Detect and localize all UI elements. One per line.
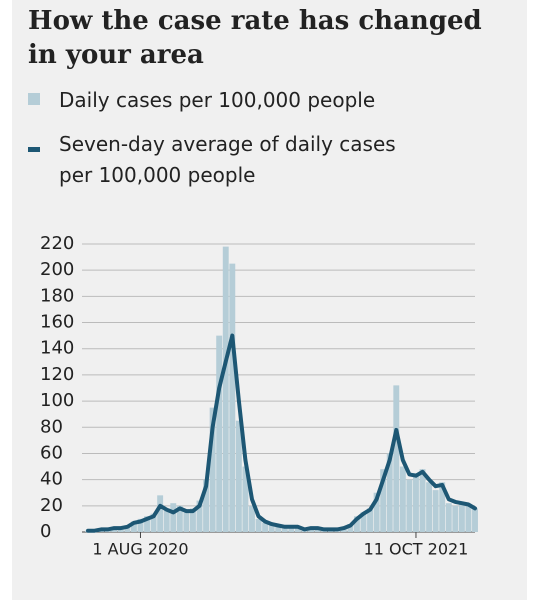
legend-swatch: [28, 147, 40, 152]
bar: [249, 505, 255, 532]
bar: [439, 482, 446, 532]
x-tick-label: 1 AUG 2020: [92, 540, 188, 559]
bar: [137, 518, 144, 532]
bar: [196, 500, 203, 532]
bar: [386, 453, 393, 532]
bar: [203, 479, 210, 532]
bar: [222, 246, 229, 533]
y-tick-label: 140: [40, 338, 74, 359]
bar: [157, 495, 164, 532]
legend-item: Seven-day average of daily cases per 100…: [28, 129, 488, 191]
y-tick-label: 20: [40, 495, 63, 516]
bar: [426, 482, 433, 532]
bar: [189, 508, 196, 532]
bar: [406, 479, 413, 532]
bar: [393, 385, 400, 532]
legend-label: Seven-day average of daily cases per 100…: [59, 132, 396, 187]
legend-item: Daily cases per 100,000 people: [28, 85, 488, 116]
bar: [209, 407, 216, 532]
bar: [268, 524, 275, 532]
bar: [432, 490, 439, 532]
bar: [163, 508, 170, 532]
bar: [150, 513, 157, 532]
bar: [472, 508, 478, 532]
bar: [452, 505, 459, 532]
bar: [458, 503, 465, 532]
bar: [288, 526, 295, 532]
y-tick-label: 200: [40, 259, 74, 280]
bar: [465, 505, 472, 532]
x-tick-label: 11 OCT 2021: [364, 540, 469, 559]
bar: [380, 469, 387, 532]
bar: [367, 508, 374, 532]
bar: [353, 516, 360, 532]
bar: [183, 512, 190, 532]
bar: [229, 263, 236, 532]
bar: [347, 524, 354, 532]
bar: [399, 466, 406, 532]
bar: [413, 473, 419, 532]
y-tick-label: 220: [40, 233, 74, 254]
y-tick-label: 0: [40, 521, 51, 542]
chart-title: How the case rate has changed in your ar…: [28, 6, 482, 70]
bar: [262, 522, 269, 532]
y-tick-label: 100: [40, 390, 74, 411]
bar: [419, 469, 426, 532]
bar: [144, 516, 150, 532]
y-tick-label: 80: [40, 416, 63, 437]
average-line: [86, 333, 477, 533]
bar: [130, 521, 137, 532]
y-tick-label: 60: [40, 442, 63, 463]
bar: [275, 525, 282, 532]
bar: [373, 492, 380, 532]
y-tick-label: 120: [40, 364, 74, 385]
bar: [216, 335, 223, 532]
bar: [235, 420, 242, 532]
legend-swatch: [28, 93, 40, 105]
bar: [294, 528, 301, 532]
bar: [445, 503, 452, 532]
bar: [281, 526, 288, 532]
bar: [360, 512, 367, 532]
y-tick-label: 180: [40, 285, 74, 306]
legend-label: Daily cases per 100,000 people: [59, 88, 376, 112]
bar: [176, 505, 183, 532]
y-tick-label: 160: [40, 312, 74, 333]
y-tick-label: 40: [40, 469, 63, 490]
bar: [255, 518, 262, 532]
bar: [242, 466, 249, 532]
bar: [170, 503, 177, 532]
